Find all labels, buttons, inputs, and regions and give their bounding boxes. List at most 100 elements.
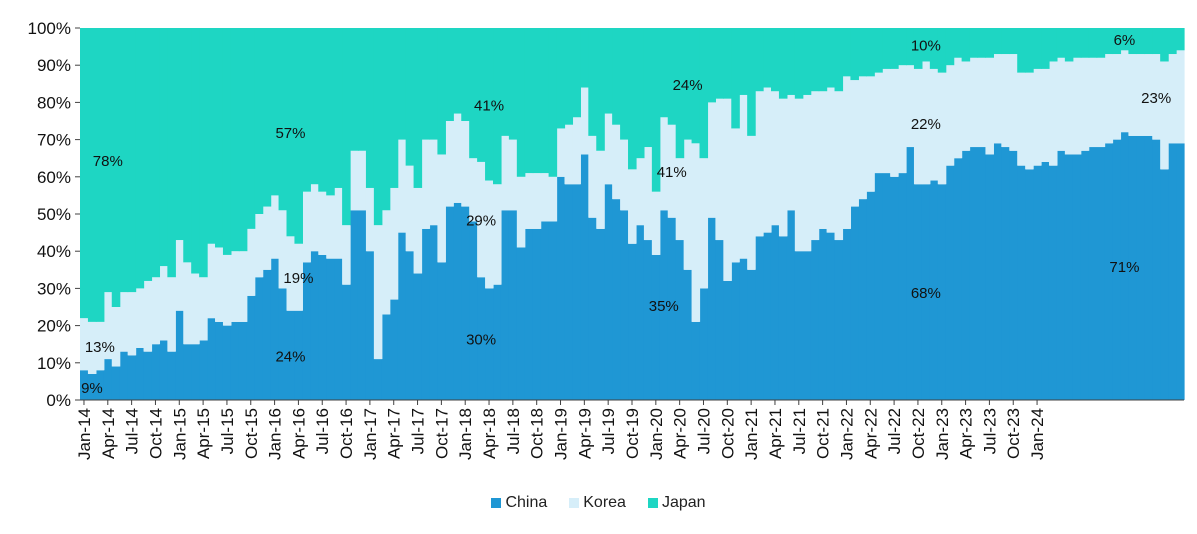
bar-china-62 bbox=[572, 184, 581, 400]
bar-japan-83 bbox=[739, 28, 748, 95]
bar-korea-106 bbox=[921, 61, 931, 185]
bar-china-85 bbox=[755, 236, 764, 400]
bar-japan-104 bbox=[906, 28, 915, 66]
bar-china-79 bbox=[707, 217, 716, 400]
bar-korea-38 bbox=[381, 210, 391, 315]
bar-korea-64 bbox=[588, 135, 597, 218]
bar-china-42 bbox=[413, 273, 423, 400]
bar-korea-119 bbox=[1025, 72, 1034, 170]
bar-japan-52 bbox=[493, 28, 502, 185]
bar-japan-114 bbox=[985, 28, 994, 58]
bar-china-126 bbox=[1080, 150, 1090, 400]
bar-korea-27 bbox=[294, 243, 303, 311]
bar-china-30 bbox=[318, 254, 327, 400]
bar-korea-49 bbox=[469, 158, 478, 222]
bar-korea-108 bbox=[937, 72, 947, 185]
bar-japan-49 bbox=[469, 28, 478, 159]
bar-korea-130 bbox=[1112, 54, 1122, 140]
bar-korea-18 bbox=[222, 254, 232, 326]
bar-japan-2 bbox=[95, 28, 105, 322]
bar-japan-115 bbox=[993, 28, 1002, 55]
bar-japan-86 bbox=[763, 28, 772, 88]
bar-japan-99 bbox=[866, 28, 875, 77]
bar-japan-123 bbox=[1056, 28, 1066, 58]
bar-korea-123 bbox=[1056, 57, 1066, 151]
y-tick-label: 60% bbox=[37, 168, 71, 187]
bar-japan-31 bbox=[326, 28, 335, 196]
x-tick-label: Jul-17 bbox=[409, 408, 428, 454]
bar-japan-78 bbox=[699, 28, 709, 159]
bar-china-17 bbox=[215, 321, 224, 400]
bar-korea-65 bbox=[596, 150, 605, 229]
bar-japan-32 bbox=[334, 28, 343, 188]
legend-item-korea: Korea bbox=[569, 494, 626, 512]
bar-korea-127 bbox=[1088, 57, 1098, 148]
bar-china-109 bbox=[945, 165, 955, 400]
bar-korea-105 bbox=[913, 68, 923, 185]
bar-korea-72 bbox=[651, 191, 661, 255]
bar-japan-92 bbox=[810, 28, 820, 92]
bar-china-68 bbox=[620, 210, 629, 400]
bar-korea-21 bbox=[246, 228, 256, 296]
bar-japan-112 bbox=[969, 28, 979, 58]
bar-japan-89 bbox=[786, 28, 796, 95]
bar-korea-39 bbox=[389, 187, 399, 300]
bar-japan-1 bbox=[87, 28, 97, 322]
bar-korea-51 bbox=[485, 180, 494, 289]
bar-china-102 bbox=[890, 176, 899, 400]
bar-korea-132 bbox=[1128, 54, 1137, 136]
bar-japan-38 bbox=[381, 28, 391, 211]
bar-china-137 bbox=[1168, 143, 1177, 400]
bar-china-33 bbox=[342, 284, 351, 400]
bar-korea-131 bbox=[1120, 50, 1129, 133]
bar-japan-129 bbox=[1104, 28, 1114, 55]
bar-korea-41 bbox=[405, 165, 415, 252]
bar-china-115 bbox=[993, 143, 1002, 400]
bar-korea-100 bbox=[874, 72, 883, 174]
bar-korea-117 bbox=[1009, 54, 1018, 151]
bar-china-101 bbox=[882, 173, 891, 400]
bar-korea-96 bbox=[842, 76, 852, 229]
x-tick-label: Oct-22 bbox=[909, 408, 928, 459]
bar-china-31 bbox=[326, 258, 335, 400]
bar-korea-37 bbox=[373, 225, 383, 360]
bar-japan-132 bbox=[1128, 28, 1137, 55]
bar-china-56 bbox=[524, 228, 534, 400]
bar-china-2 bbox=[95, 370, 105, 400]
bar-china-127 bbox=[1088, 147, 1098, 400]
bar-japan-50 bbox=[477, 28, 486, 162]
bar-japan-109 bbox=[945, 28, 955, 66]
bar-china-0 bbox=[80, 370, 89, 400]
bar-korea-61 bbox=[564, 124, 574, 185]
y-tick-label: 10% bbox=[37, 354, 71, 373]
x-tick-label: Jul-23 bbox=[980, 408, 999, 454]
bar-china-24 bbox=[270, 258, 280, 400]
bar-china-136 bbox=[1160, 169, 1169, 400]
bar-japan-128 bbox=[1096, 28, 1106, 58]
bar-japan-107 bbox=[929, 28, 939, 69]
bar-china-98 bbox=[858, 199, 867, 400]
bar-korea-87 bbox=[770, 91, 780, 226]
bar-korea-137 bbox=[1168, 54, 1177, 144]
data-label-japan: 78% bbox=[93, 153, 123, 170]
bar-china-40 bbox=[397, 232, 407, 400]
bar-japan-16 bbox=[207, 28, 216, 244]
bar-japan-127 bbox=[1088, 28, 1098, 58]
bar-japan-113 bbox=[977, 28, 987, 58]
bar-china-49 bbox=[469, 221, 478, 400]
bar-korea-90 bbox=[794, 98, 804, 252]
bar-korea-88 bbox=[778, 98, 788, 237]
bar-japan-47 bbox=[453, 28, 462, 114]
bar-japan-5 bbox=[119, 28, 129, 293]
bar-korea-101 bbox=[882, 68, 891, 174]
bar-china-119 bbox=[1025, 169, 1034, 400]
bar-china-32 bbox=[334, 258, 343, 400]
bar-korea-14 bbox=[191, 273, 200, 345]
legend-swatch-korea bbox=[569, 498, 580, 508]
x-tick-label: Apr-14 bbox=[99, 408, 118, 459]
bar-japan-85 bbox=[755, 28, 764, 92]
bar-japan-23 bbox=[262, 28, 272, 207]
bar-china-132 bbox=[1128, 135, 1137, 400]
data-label-china: 9% bbox=[81, 380, 103, 397]
bar-japan-118 bbox=[1017, 28, 1026, 73]
